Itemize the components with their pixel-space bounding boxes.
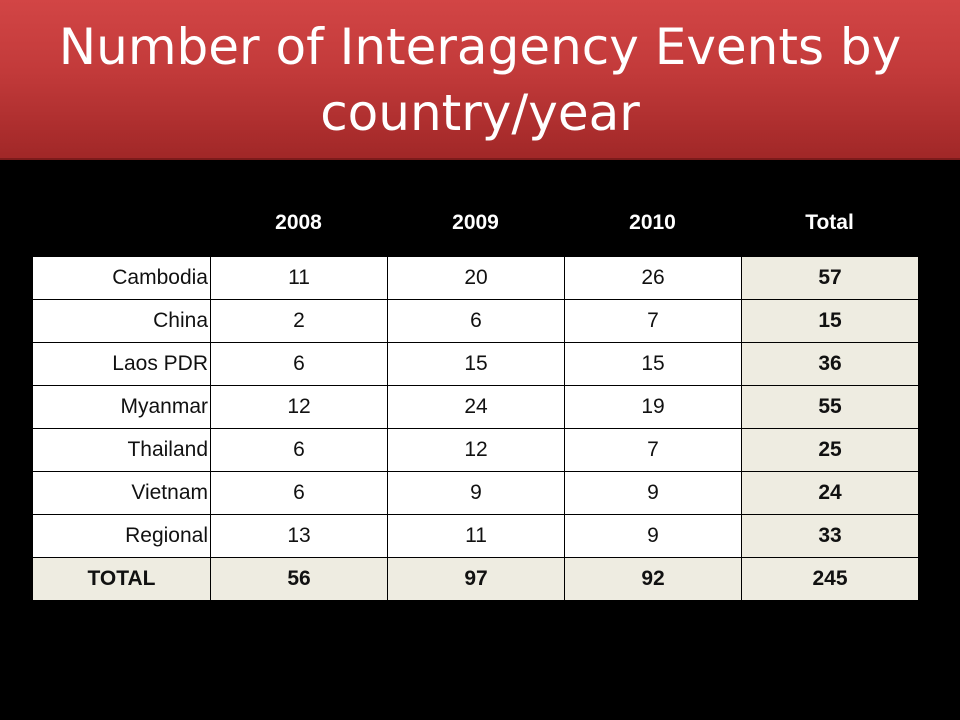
cell-2010: 9 [564, 471, 742, 515]
table-row: Cambodia 11 20 26 57 [32, 256, 919, 300]
cell-total: 57 [741, 256, 919, 300]
cell-2008: 11 [210, 256, 388, 300]
row-label: Regional [32, 514, 211, 558]
column-header-2010: 2010 [629, 211, 676, 234]
cell-total: 245 [741, 557, 919, 601]
row-label: Thailand [32, 428, 211, 472]
cell-total: 55 [741, 385, 919, 429]
column-header-2009: 2009 [452, 211, 499, 234]
cell-2009: 24 [387, 385, 565, 429]
cell-total: 36 [741, 342, 919, 386]
cell-2010: 26 [564, 256, 742, 300]
column-header-total: Total [805, 211, 854, 234]
cell-2009: 20 [387, 256, 565, 300]
table-row: China 2 6 7 15 [32, 299, 919, 343]
cell-2008: 56 [210, 557, 388, 601]
cell-2008: 12 [210, 385, 388, 429]
cell-2010: 7 [564, 428, 742, 472]
cell-2008: 6 [210, 428, 388, 472]
table-row: Regional 13 11 9 33 [32, 514, 919, 558]
cell-2009: 6 [387, 299, 565, 343]
table-row: Thailand 6 12 7 25 [32, 428, 919, 472]
cell-2010: 7 [564, 299, 742, 343]
cell-2008: 13 [210, 514, 388, 558]
column-header-2008: 2008 [275, 211, 322, 234]
cell-2009: 9 [387, 471, 565, 515]
cell-2009: 12 [387, 428, 565, 472]
table-row: Laos PDR 6 15 15 36 [32, 342, 919, 386]
table-row: Myanmar 12 24 19 55 [32, 385, 919, 429]
cell-total: 33 [741, 514, 919, 558]
cell-2010: 15 [564, 342, 742, 386]
cell-2008: 6 [210, 471, 388, 515]
row-label: Myanmar [32, 385, 211, 429]
cell-total: 25 [741, 428, 919, 472]
cell-2008: 2 [210, 299, 388, 343]
cell-2009: 11 [387, 514, 565, 558]
cell-2008: 6 [210, 342, 388, 386]
title-bar: Number of Interagency Events by country/… [0, 0, 960, 160]
row-label: Vietnam [32, 471, 211, 515]
slide-title: Number of Interagency Events by country/… [58, 18, 902, 142]
events-table: Cambodia 11 20 26 57 China 2 6 7 15 Laos… [32, 256, 919, 601]
cell-2009: 97 [387, 557, 565, 601]
row-label: TOTAL [32, 557, 211, 601]
table-row: Vietnam 6 9 9 24 [32, 471, 919, 515]
cell-2010: 19 [564, 385, 742, 429]
cell-2010: 92 [564, 557, 742, 601]
cell-2010: 9 [564, 514, 742, 558]
row-label: Laos PDR [32, 342, 211, 386]
cell-total: 24 [741, 471, 919, 515]
row-label: Cambodia [32, 256, 211, 300]
table-row-total: TOTAL 56 97 92 245 [32, 557, 919, 601]
column-header-row: 2008 2009 2010 Total [0, 203, 960, 243]
row-label: China [32, 299, 211, 343]
cell-total: 15 [741, 299, 919, 343]
cell-2009: 15 [387, 342, 565, 386]
